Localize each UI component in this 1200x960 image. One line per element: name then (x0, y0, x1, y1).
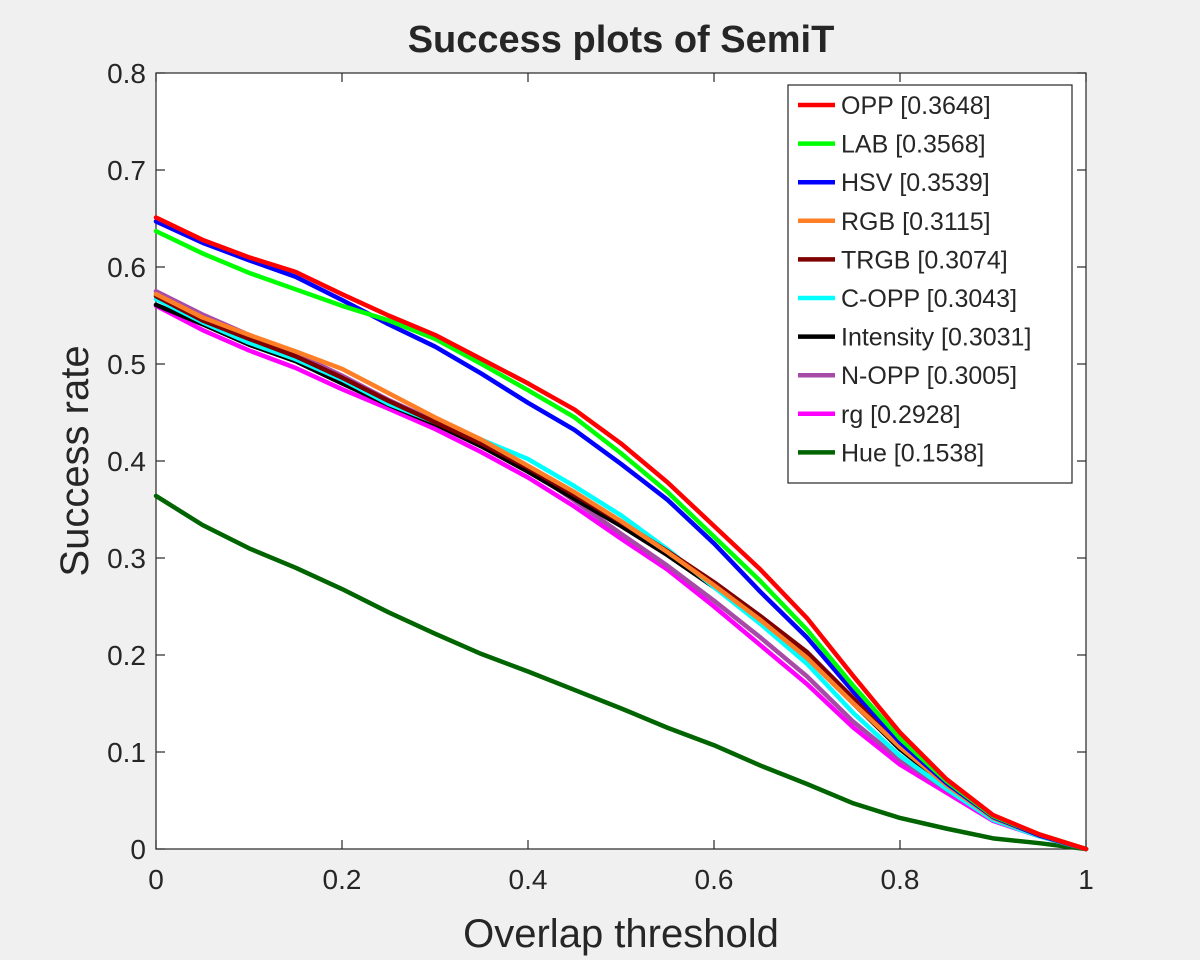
legend-label: Hue [0.1538] (841, 439, 984, 467)
y-axis-label: Success rate (53, 345, 97, 576)
series-line (153, 215, 1089, 852)
legend-label: rg [0.2928] (841, 401, 961, 429)
x-tick-label: 0 (148, 864, 164, 895)
x-axis-label: Overlap threshold (463, 912, 779, 956)
legend-label: RGB [0.3115] (841, 208, 991, 236)
legend-label: N-OPP [0.3005] (841, 362, 1017, 390)
x-tick-label: 0.8 (881, 864, 920, 895)
chart-title: Success plots of SemiT (408, 19, 835, 61)
y-tick-label: 0.3 (107, 543, 146, 574)
x-tick-label: 1 (1078, 864, 1094, 895)
legend-label: Intensity [0.3031] (841, 324, 1031, 352)
legend-label: OPP [0.3648] (841, 92, 991, 120)
y-tick-label: 0.4 (107, 446, 146, 477)
legend: OPP [0.3648] LAB [0.3568] HSV [0.3539] RGB … (787, 84, 1073, 484)
legend-label: LAB [0.3568] (841, 131, 986, 159)
series-lines (153, 215, 1089, 852)
series-line (153, 296, 1089, 852)
legend-label: C-OPP [0.3043] (841, 285, 1017, 313)
x-tick-label: 0.6 (695, 864, 734, 895)
y-tick-label: 0.6 (107, 252, 146, 283)
legend-label: HSV [0.3539] (841, 169, 990, 197)
y-tick-label: 0.1 (107, 737, 146, 768)
x-tick-label: 0.4 (509, 864, 548, 895)
axis-ticks: 0 0.2 0.4 0.6 0.8 1 0 0.1 0.2 0.3 0.4 0.5 0.6 0.7 0.8 (107, 58, 1094, 895)
series-line (153, 303, 1089, 852)
x-tick-label: 0.2 (323, 864, 362, 895)
legend-box (787, 84, 1073, 484)
y-tick-label: 0 (130, 834, 146, 865)
series-line (153, 228, 1089, 852)
y-tick-label: 0.5 (107, 349, 146, 380)
legend-label: TRGB [0.3074] (841, 246, 1008, 274)
y-tick-label: 0.7 (107, 155, 146, 186)
series-line (153, 493, 1089, 852)
y-tick-label: 0.8 (107, 58, 146, 89)
y-tick-label: 0.2 (107, 640, 146, 671)
